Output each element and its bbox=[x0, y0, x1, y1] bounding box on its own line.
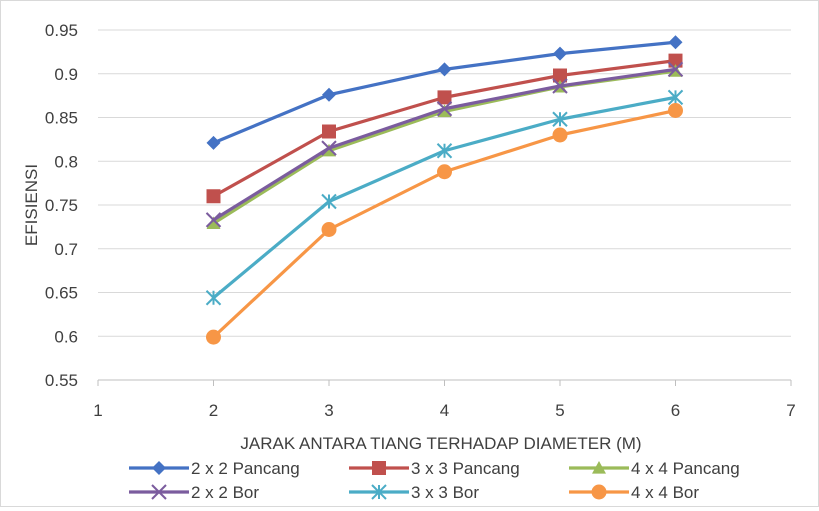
data-point bbox=[436, 101, 453, 117]
y-tick-label: 0.85 bbox=[45, 109, 78, 128]
y-tick-label: 0.95 bbox=[45, 21, 78, 40]
legend-marker bbox=[152, 461, 166, 475]
legend-marker bbox=[591, 484, 607, 500]
legend-item: 4 x 4 Bor bbox=[569, 483, 699, 502]
data-point bbox=[321, 193, 337, 210]
data-point bbox=[322, 87, 336, 102]
y-tick-label: 0.55 bbox=[45, 371, 78, 390]
x-axis-title: JARAK ANTARA TIANG TERHADAP DIAMETER (M) bbox=[240, 434, 641, 453]
x-tick-label: 1 bbox=[93, 401, 102, 420]
y-tick-label: 0.75 bbox=[45, 196, 78, 215]
data-point bbox=[322, 143, 336, 157]
series-0 bbox=[206, 35, 683, 150]
legend-label: 4 x 4 Pancang bbox=[631, 459, 740, 478]
y-axis-title: EFISIENSI bbox=[22, 164, 41, 246]
x-marker-stroke bbox=[205, 212, 222, 228]
x-tick-label: 6 bbox=[671, 401, 680, 420]
x-tick-label: 2 bbox=[209, 401, 218, 420]
series-lines bbox=[205, 35, 684, 345]
x-tick-label: 4 bbox=[440, 401, 449, 420]
data-point bbox=[437, 104, 452, 117]
x-tick-label: 3 bbox=[324, 401, 333, 420]
legend-marker bbox=[371, 484, 387, 500]
y-tick-label: 0.9 bbox=[54, 65, 78, 84]
x-tick-label: 5 bbox=[555, 401, 564, 420]
legend: 2 x 2 Pancang 3 x 3 Pancang 4 x 4 Pancang 2… bbox=[129, 459, 740, 502]
x-marker-stroke bbox=[667, 61, 684, 78]
data-point bbox=[206, 135, 221, 150]
y-tick-label: 0.8 bbox=[54, 152, 78, 171]
legend-item: 3 x 3 Bor bbox=[349, 483, 479, 502]
data-point bbox=[205, 212, 222, 228]
x-marker-stroke bbox=[151, 484, 167, 500]
data-point bbox=[436, 143, 453, 159]
data-point bbox=[552, 78, 568, 94]
x-marker-stroke bbox=[552, 78, 568, 94]
data-point bbox=[437, 62, 452, 77]
data-point bbox=[437, 90, 452, 105]
x-marker-stroke bbox=[321, 140, 337, 156]
data-point bbox=[206, 189, 221, 204]
data-point bbox=[206, 216, 221, 229]
legend-item: 2 x 2 Bor bbox=[129, 483, 259, 502]
data-point bbox=[206, 329, 221, 345]
data-point bbox=[668, 53, 683, 68]
legend-label: 3 x 3 Bor bbox=[411, 483, 479, 502]
data-point bbox=[553, 46, 567, 61]
legend-marker bbox=[372, 461, 386, 475]
data-point bbox=[553, 68, 567, 83]
data-point bbox=[437, 164, 452, 180]
legend-label: 3 x 3 Pancang bbox=[411, 459, 520, 478]
legend-marker bbox=[592, 461, 606, 474]
data-point bbox=[552, 127, 568, 143]
data-point bbox=[667, 61, 684, 78]
series-1 bbox=[206, 53, 683, 204]
legend-label: 2 x 2 Pancang bbox=[191, 459, 300, 478]
legend-item: 2 x 2 Pancang bbox=[129, 459, 300, 478]
data-point bbox=[321, 140, 337, 156]
x-marker-stroke bbox=[436, 101, 453, 117]
data-point bbox=[552, 111, 568, 127]
data-point bbox=[668, 35, 683, 50]
data-point bbox=[668, 103, 683, 118]
data-point bbox=[322, 124, 336, 139]
series-line bbox=[211, 95, 678, 300]
axes bbox=[97, 379, 792, 386]
legend-label: 4 x 4 Bor bbox=[631, 483, 699, 502]
data-point bbox=[205, 290, 222, 306]
y-tick-label: 0.65 bbox=[45, 284, 78, 303]
series-4 bbox=[205, 89, 684, 306]
data-point bbox=[667, 89, 684, 106]
tick-labels: 0.55 0.6 0.65 0.7 0.75 0.8 0.85 0.9 0.95 1 2 3 4 5 6 7 bbox=[45, 21, 796, 420]
legend-item: 4 x 4 Pancang bbox=[569, 459, 740, 478]
series-5 bbox=[206, 103, 683, 345]
data-point bbox=[321, 222, 337, 237]
x-tick-label: 7 bbox=[786, 401, 795, 420]
y-tick-label: 0.7 bbox=[54, 240, 78, 259]
legend-marker bbox=[151, 484, 167, 500]
legend-label: 2 x 2 Bor bbox=[191, 483, 259, 502]
legend-item: 3 x 3 Pancang bbox=[349, 459, 520, 478]
y-tick-label: 0.6 bbox=[54, 327, 78, 346]
series-3 bbox=[205, 61, 684, 228]
